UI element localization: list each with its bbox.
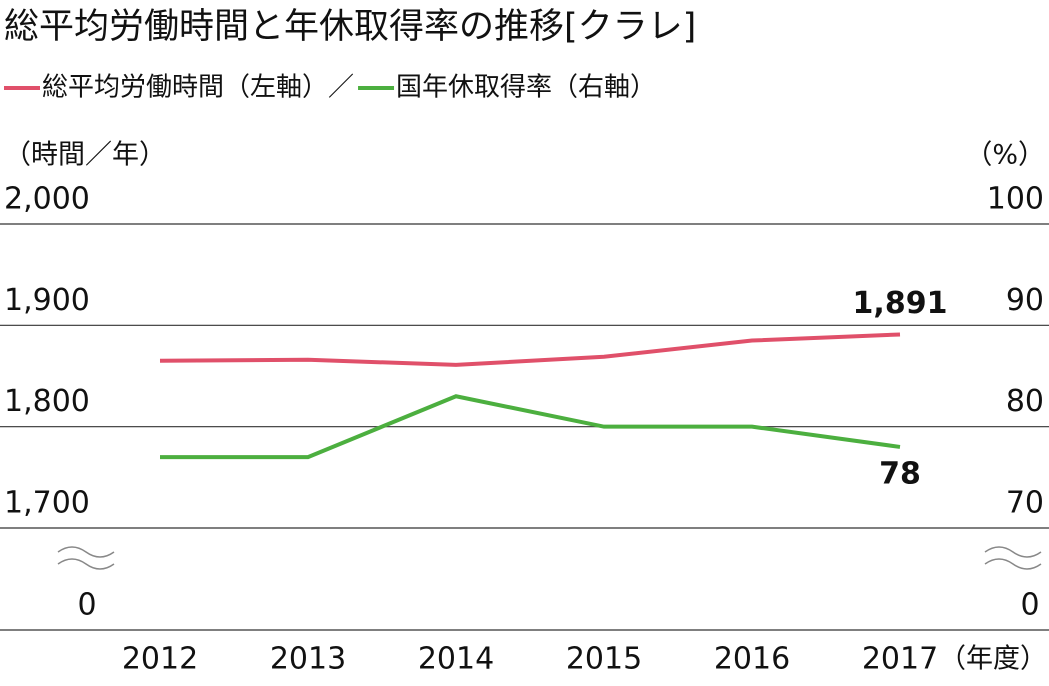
y-axis-label: （時間／年）: [4, 140, 166, 171]
data-label: 1,891: [853, 286, 948, 321]
series-line: [160, 394, 901, 460]
y-tick-label: 0: [77, 588, 96, 623]
y-tick-label: 2,000: [4, 182, 90, 217]
data-label: 78: [879, 456, 921, 491]
y2-tick-label: 0: [1020, 588, 1039, 623]
y-tick-label: 1,700: [4, 486, 90, 521]
x-tick-label: 2013: [270, 642, 346, 677]
x-tick-label: 2015: [566, 642, 642, 677]
break-mark: [984, 546, 1042, 558]
x-tick-label: 2017: [862, 642, 938, 677]
chart-title: 総平均労働時間と年休取得率の推移[クラレ]: [4, 7, 696, 47]
break-mark: [57, 546, 115, 558]
x-axis-label: （年度）: [939, 644, 1047, 675]
legend-separator: ／: [328, 73, 354, 103]
y-tick-label: 1,800: [4, 384, 90, 419]
axis-break: [57, 546, 1042, 570]
x-tick-label: 2016: [714, 642, 790, 677]
y2-axis-label: （%）: [965, 140, 1045, 171]
y2-tick-label: 80: [1006, 384, 1044, 419]
break-mark: [57, 558, 115, 570]
series-line: [159, 332, 901, 367]
y2-tick-label: 70: [1006, 486, 1044, 521]
y-tick-label: 1,900: [4, 283, 90, 318]
y2-tick-label: 90: [1006, 283, 1044, 318]
x-tick-label: 2012: [122, 642, 198, 677]
break-mark: [984, 558, 1042, 570]
y2-tick-label: 100: [987, 182, 1044, 217]
legend-label: 国年休取得率（右軸）: [396, 73, 656, 103]
x-tick-label: 2014: [418, 642, 494, 677]
legend-label: 総平均労働時間（左軸）: [42, 73, 328, 103]
